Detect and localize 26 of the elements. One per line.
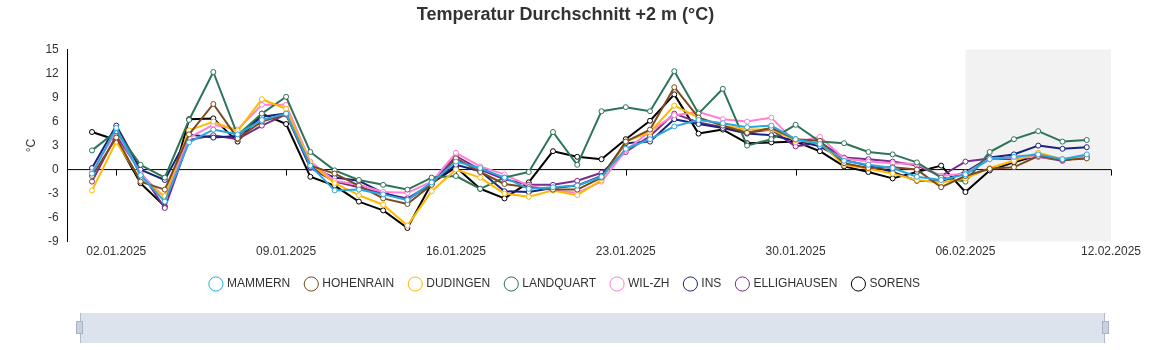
legend-label: MAMMERN xyxy=(226,276,291,291)
chart-title: Temperatur Durchschnitt +2 m (°C) xyxy=(416,3,715,24)
x-tick-label: 09.01.2025 xyxy=(256,244,317,259)
x-tick-label: 02.01.2025 xyxy=(86,244,147,259)
y-tick-label: 15 xyxy=(45,41,60,56)
x-tick-label: 16.01.2025 xyxy=(425,244,487,259)
y-tick-label: 3 xyxy=(52,137,60,152)
x-tick-label: 12.02.2025 xyxy=(1080,244,1142,259)
legend-label: ELLIGHAUSEN xyxy=(753,276,838,291)
x-tick-label: 30.01.2025 xyxy=(765,244,826,259)
x-tick-label: 06.02.2025 xyxy=(935,244,996,259)
y-axis-title: °C xyxy=(23,138,38,153)
y-tick-label: -9 xyxy=(48,233,60,248)
legend-label: WIL-ZH xyxy=(628,276,670,291)
y-tick-label: 0 xyxy=(52,161,60,176)
legend-label: LANDQUART xyxy=(522,276,597,291)
legend-label: DUDINGEN xyxy=(426,276,491,291)
legend-label: INS xyxy=(701,276,722,291)
y-tick-label: -3 xyxy=(48,185,60,200)
y-tick-label: 9 xyxy=(52,89,60,104)
x-tick-label: 23.01.2025 xyxy=(595,244,657,259)
y-tick-label: 12 xyxy=(45,65,60,80)
legend-label: SORENS xyxy=(869,276,921,291)
y-tick-label: 6 xyxy=(52,113,60,128)
y-tick-label: -6 xyxy=(48,209,60,224)
legend-label: HOHENRAIN xyxy=(322,276,395,291)
